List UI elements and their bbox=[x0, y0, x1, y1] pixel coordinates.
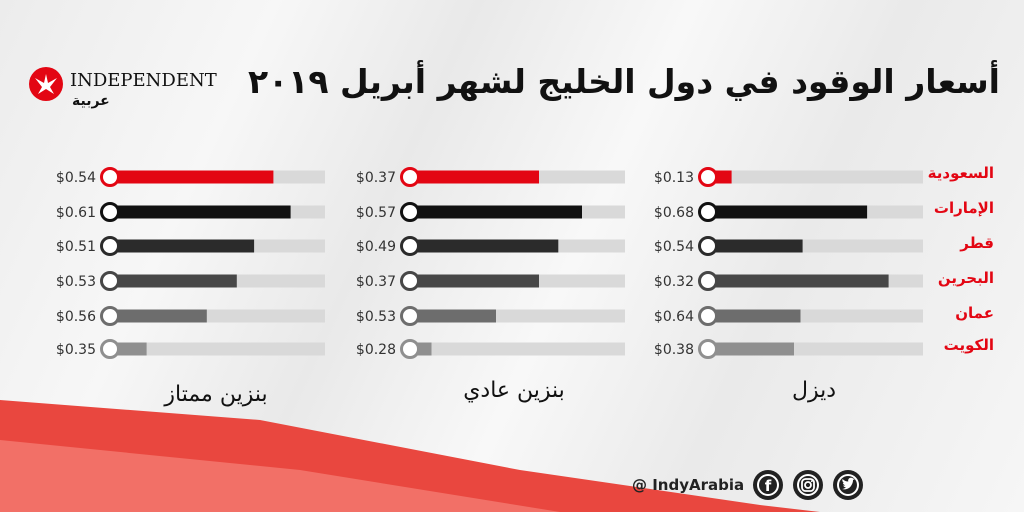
bar-track bbox=[410, 342, 625, 356]
bar-marker bbox=[100, 236, 120, 256]
column-label-premium-gasoline: بنزين ممتاز bbox=[164, 382, 268, 407]
instagram-icon[interactable] bbox=[792, 469, 824, 501]
bar-track bbox=[110, 342, 325, 356]
bar bbox=[708, 205, 868, 219]
bar-marker bbox=[100, 306, 120, 326]
bar bbox=[110, 205, 291, 219]
data-label: $0.53 bbox=[356, 309, 396, 325]
bar-marker bbox=[100, 339, 120, 359]
bar bbox=[410, 205, 582, 219]
bar bbox=[110, 309, 207, 323]
bar bbox=[708, 274, 889, 288]
bar bbox=[708, 239, 803, 253]
bar-marker bbox=[400, 306, 420, 326]
country-label: الإمارات bbox=[933, 199, 994, 217]
bar-marker bbox=[400, 167, 420, 187]
country-label: السعودية bbox=[927, 164, 994, 182]
bar-marker bbox=[698, 202, 718, 222]
facebook-icon[interactable]: f bbox=[752, 469, 784, 501]
bar-marker bbox=[400, 202, 420, 222]
bar bbox=[110, 274, 237, 288]
bar-marker bbox=[698, 306, 718, 326]
bar bbox=[410, 309, 496, 323]
twitter-icon[interactable] bbox=[832, 469, 864, 501]
data-label: $0.13 bbox=[654, 170, 694, 186]
bar bbox=[708, 309, 801, 323]
bar bbox=[110, 170, 274, 184]
data-label: $0.68 bbox=[654, 205, 694, 221]
country-label: عمان bbox=[955, 304, 994, 322]
bar-marker bbox=[698, 339, 718, 359]
data-label: $0.38 bbox=[654, 342, 694, 358]
bar-marker bbox=[698, 271, 718, 291]
bar bbox=[708, 342, 794, 356]
bar-marker bbox=[100, 167, 120, 187]
data-label: $0.37 bbox=[356, 170, 396, 186]
data-label: $0.35 bbox=[56, 342, 96, 358]
data-label: $0.56 bbox=[56, 309, 96, 325]
column-label-diesel: ديزل bbox=[791, 378, 837, 403]
bar-marker bbox=[400, 236, 420, 256]
data-label: $0.64 bbox=[654, 309, 694, 325]
column-label-regular-gasoline: بنزين عادي bbox=[463, 378, 565, 403]
data-label: $0.28 bbox=[356, 342, 396, 358]
bar bbox=[410, 239, 559, 253]
bar-marker bbox=[400, 271, 420, 291]
country-label: قطر bbox=[960, 234, 994, 252]
country-label: البحرين bbox=[937, 269, 994, 287]
data-label: $0.57 bbox=[356, 205, 396, 221]
bar bbox=[410, 274, 539, 288]
logo-arabic-tag: عربية bbox=[72, 93, 110, 109]
independent-arabia-logo: INDEPENDENT عربية bbox=[28, 60, 243, 110]
chart-title: أسعار الوقود في دول الخليج لشهر أبريل ٢٠… bbox=[247, 62, 1000, 101]
data-label: $0.53 bbox=[56, 274, 96, 290]
bar-marker bbox=[698, 167, 718, 187]
social-handle: @ IndyArabia bbox=[632, 476, 745, 494]
country-label: الكويت bbox=[943, 336, 994, 354]
data-label: $0.61 bbox=[56, 205, 96, 221]
data-label: $0.49 bbox=[356, 239, 396, 255]
bar bbox=[110, 239, 255, 253]
data-label: $0.51 bbox=[56, 239, 96, 255]
data-label: $0.37 bbox=[356, 274, 396, 290]
logo-wordmark: INDEPENDENT bbox=[70, 70, 217, 91]
bar bbox=[410, 170, 539, 184]
data-label: $0.54 bbox=[654, 239, 694, 255]
bar-marker bbox=[698, 236, 718, 256]
data-label: $0.54 bbox=[56, 170, 96, 186]
data-label: $0.32 bbox=[654, 274, 694, 290]
svg-text:f: f bbox=[765, 477, 772, 495]
bar-marker bbox=[100, 271, 120, 291]
bar-marker bbox=[100, 202, 120, 222]
bar-marker bbox=[400, 339, 420, 359]
eagle-emblem-icon bbox=[29, 67, 63, 101]
bar-track bbox=[708, 170, 923, 184]
